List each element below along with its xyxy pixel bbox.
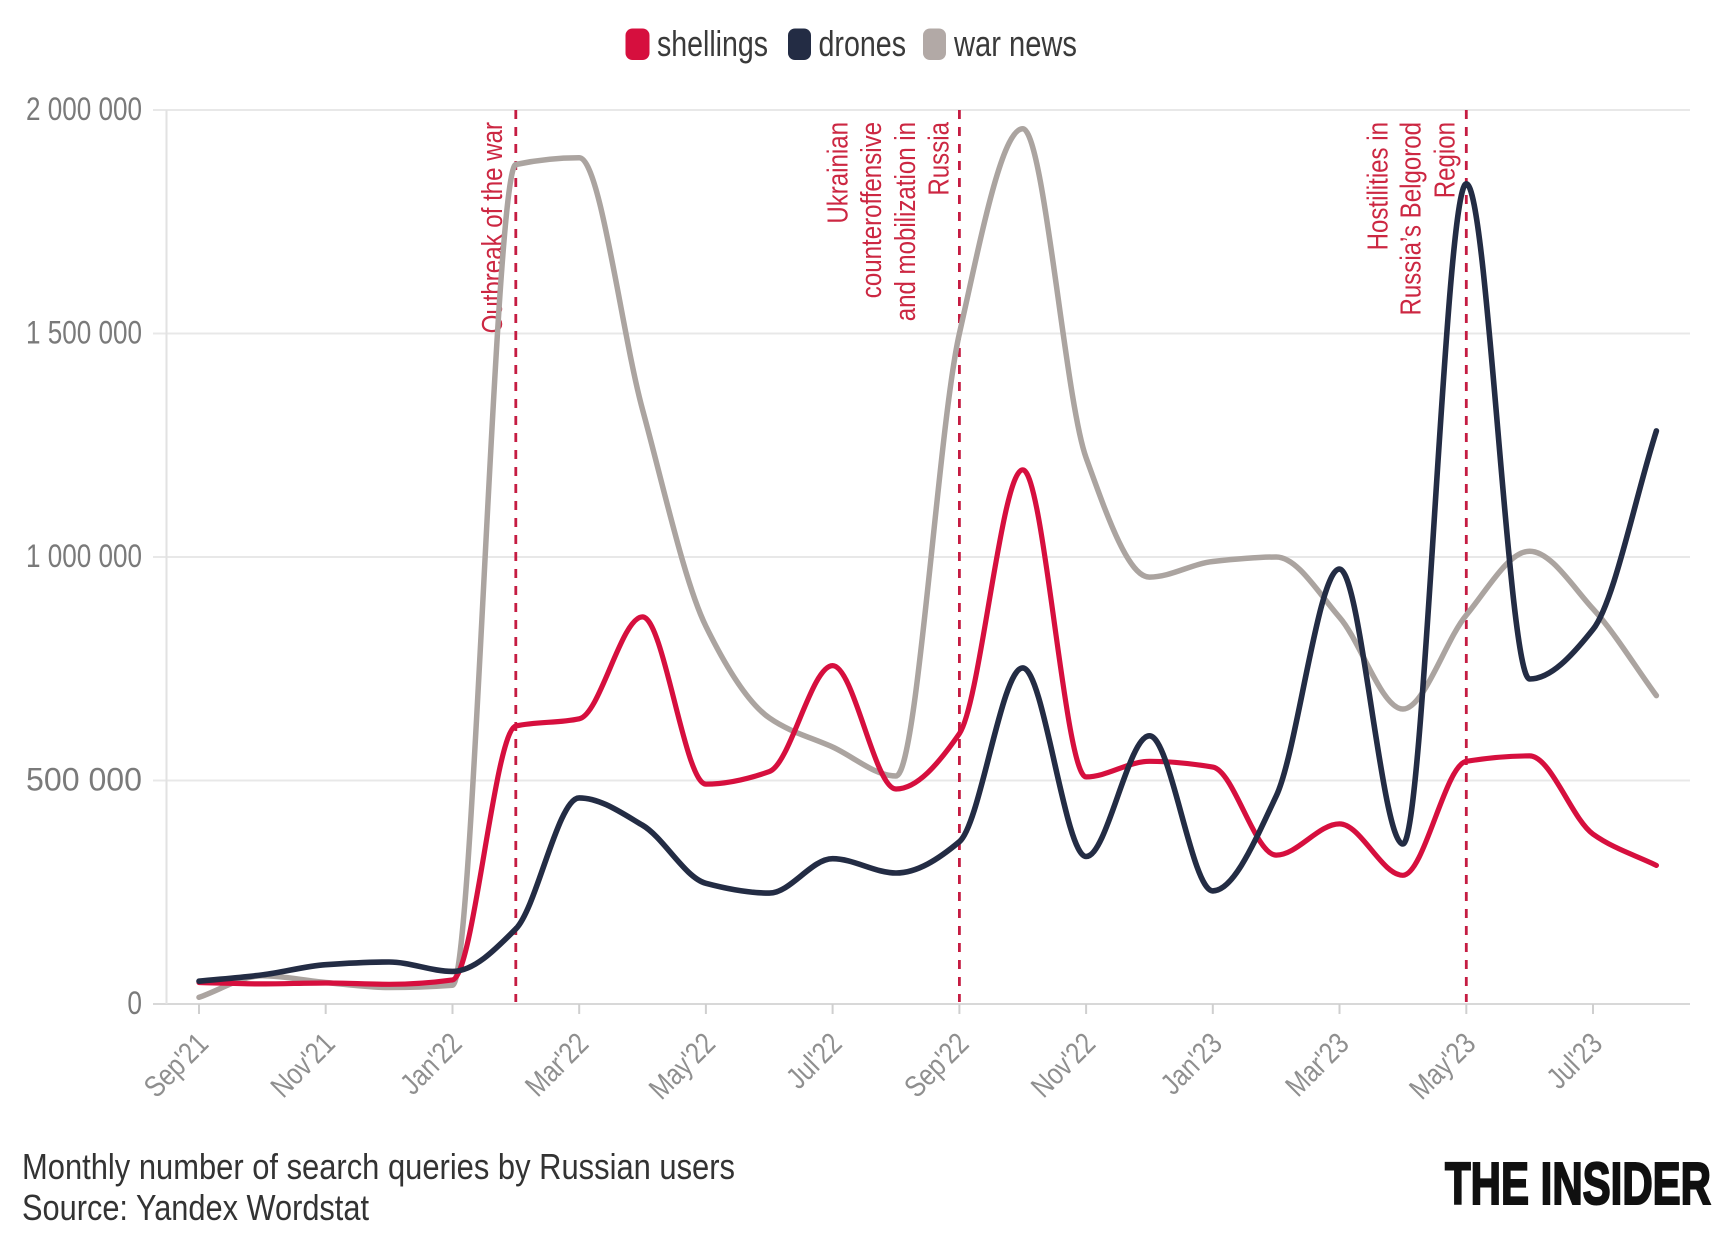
svg-text:1 000 000: 1 000 000 (26, 538, 142, 574)
svg-text:0: 0 (127, 985, 142, 1021)
svg-text:counteroffensive: counteroffensive (856, 122, 888, 298)
svg-text:Russia: Russia (923, 121, 955, 195)
svg-text:2 000 000: 2 000 000 (26, 91, 142, 127)
svg-text:Russia’s Belgorod: Russia’s Belgorod (1396, 122, 1428, 316)
svg-text:war news: war news (953, 23, 1077, 64)
svg-text:Hostilities in: Hostilities in (1363, 122, 1395, 250)
svg-text:Ukrainian: Ukrainian (823, 122, 855, 224)
svg-text:Source: Yandex Wordstat: Source: Yandex Wordstat (22, 1187, 369, 1228)
svg-text:Monthly number of search queri: Monthly number of search queries by Russ… (22, 1146, 735, 1187)
svg-text:drones: drones (819, 23, 907, 64)
svg-text:Region: Region (1430, 122, 1462, 198)
svg-text:shellings: shellings (657, 23, 768, 64)
svg-text:THE INSIDER: THE INSIDER (1445, 1151, 1711, 1217)
svg-text:1 500 000: 1 500 000 (26, 315, 142, 351)
svg-text:500 000: 500 000 (26, 762, 142, 798)
svg-text:and mobilization in: and mobilization in (890, 122, 922, 321)
